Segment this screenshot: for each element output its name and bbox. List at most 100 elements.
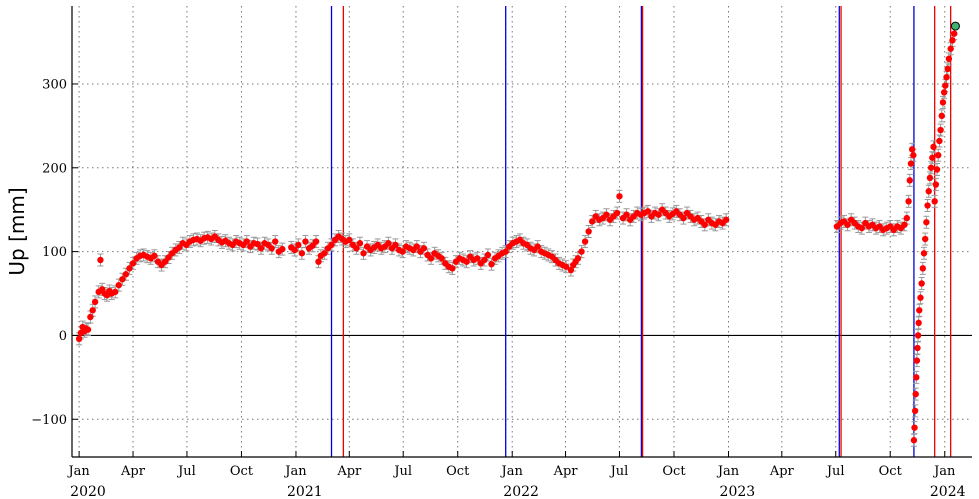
data-point bbox=[944, 65, 951, 73]
data-point bbox=[474, 255, 481, 262]
data-point bbox=[413, 243, 421, 250]
data-point bbox=[917, 294, 924, 301]
data-point bbox=[165, 254, 172, 261]
data-point bbox=[921, 235, 929, 243]
event-lines bbox=[330, 6, 952, 457]
x-tick-label: Oct bbox=[879, 464, 903, 479]
data-point bbox=[449, 265, 456, 272]
data-point bbox=[911, 407, 919, 415]
latest-data-point bbox=[950, 21, 960, 31]
y-tick-label: 0 bbox=[59, 329, 67, 344]
data-point bbox=[644, 208, 652, 215]
data-point bbox=[268, 245, 275, 252]
data-point bbox=[295, 241, 302, 249]
x-tick-label: Jul bbox=[392, 464, 412, 479]
x-tick-label: Jul bbox=[609, 464, 629, 479]
data-point bbox=[161, 258, 169, 265]
data-point bbox=[914, 332, 922, 339]
data-point bbox=[937, 126, 944, 134]
data-point bbox=[585, 228, 592, 235]
data-point bbox=[328, 241, 335, 249]
data-point bbox=[905, 198, 912, 205]
data-point bbox=[914, 344, 921, 352]
x-tick-label: Apr bbox=[336, 464, 362, 479]
data-point bbox=[930, 143, 937, 151]
data-point bbox=[84, 326, 92, 333]
data-point bbox=[926, 174, 934, 182]
data-point bbox=[907, 160, 915, 167]
y-tick-label: 200 bbox=[42, 161, 67, 176]
data-point bbox=[562, 263, 570, 270]
y-tick-label: 100 bbox=[42, 245, 67, 260]
data-point bbox=[908, 146, 916, 153]
data-point bbox=[616, 193, 623, 200]
data-point bbox=[931, 198, 938, 205]
data-point bbox=[942, 82, 949, 89]
data-point bbox=[932, 181, 940, 188]
data-point bbox=[119, 276, 126, 283]
x-tick-label: Jan bbox=[500, 464, 524, 479]
data-point bbox=[936, 137, 943, 145]
x-tick-label: Jul bbox=[825, 464, 845, 479]
data-point bbox=[315, 258, 322, 265]
data-point bbox=[129, 260, 137, 267]
data-point bbox=[481, 256, 488, 264]
year-label: 2023 bbox=[720, 484, 756, 499]
y-tick-label: 300 bbox=[42, 77, 67, 92]
data-point bbox=[176, 244, 183, 251]
data-point bbox=[243, 238, 250, 245]
data-point bbox=[911, 424, 918, 431]
data-point bbox=[906, 177, 913, 184]
x-tick-label: Apr bbox=[553, 464, 579, 479]
x-tick-label: Apr bbox=[120, 464, 146, 479]
data-point bbox=[488, 260, 495, 268]
x-tick-label: Jan bbox=[932, 464, 956, 479]
data-point bbox=[360, 250, 367, 257]
year-label: 2024 bbox=[930, 484, 966, 499]
x-tick-label: Jan bbox=[283, 464, 307, 479]
data-point bbox=[399, 248, 406, 255]
y-tick-label: −100 bbox=[31, 413, 67, 428]
data-point bbox=[701, 221, 708, 228]
x-tick-label: Oct bbox=[230, 464, 254, 479]
data-point bbox=[463, 258, 470, 265]
x-tick-labels: Jan Apr Jul Oct Jan Apr Jul Oct Jan Apr Jul Oct Jan A… bbox=[66, 464, 965, 499]
data-point bbox=[298, 250, 306, 257]
data-point bbox=[923, 219, 930, 226]
x-tick-label: Jan bbox=[716, 464, 740, 479]
data-point bbox=[844, 221, 851, 228]
data-point bbox=[257, 245, 265, 252]
data-point bbox=[312, 238, 320, 245]
data-point bbox=[945, 55, 953, 63]
data-point bbox=[279, 245, 286, 253]
data-point bbox=[943, 74, 950, 81]
year-label: 2022 bbox=[503, 484, 539, 499]
data-point bbox=[939, 99, 947, 106]
data-point bbox=[302, 238, 309, 245]
data-point bbox=[272, 238, 279, 245]
data-point bbox=[567, 266, 575, 274]
data-point bbox=[502, 248, 509, 255]
data-point bbox=[385, 240, 392, 247]
data-point bbox=[722, 216, 730, 223]
data-point bbox=[151, 252, 158, 260]
data-point bbox=[680, 214, 687, 222]
data-point bbox=[89, 307, 96, 314]
data-points bbox=[75, 21, 960, 444]
data-point bbox=[910, 152, 917, 159]
data-point bbox=[309, 242, 316, 249]
data-point bbox=[87, 313, 94, 321]
data-point bbox=[949, 37, 956, 44]
x-tick-label: Jul bbox=[176, 464, 196, 479]
data-point bbox=[346, 236, 353, 244]
data-point bbox=[420, 245, 428, 252]
data-point bbox=[353, 245, 360, 252]
data-point bbox=[321, 250, 328, 257]
data-point bbox=[254, 240, 261, 248]
data-point bbox=[122, 271, 130, 278]
data-point bbox=[623, 211, 630, 218]
data-point bbox=[927, 164, 935, 171]
data-point bbox=[356, 240, 364, 247]
data-point bbox=[925, 188, 932, 195]
